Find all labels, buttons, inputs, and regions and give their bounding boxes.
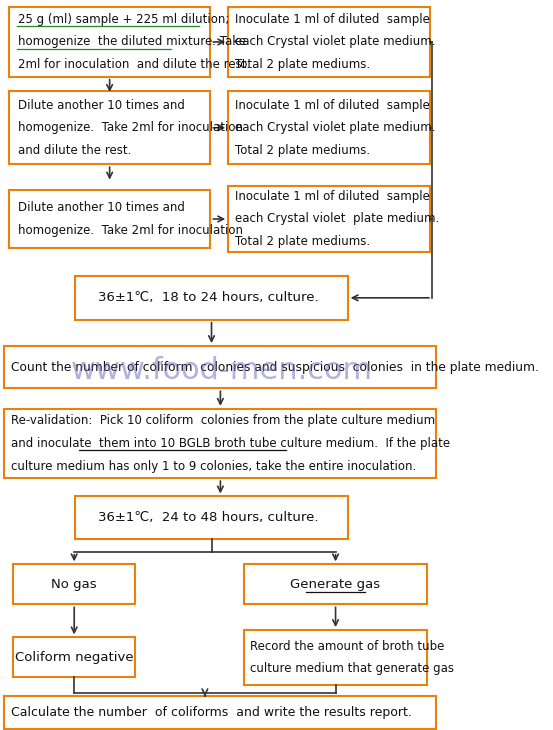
Text: culture medium that generate gas: culture medium that generate gas bbox=[251, 662, 454, 675]
Text: Total 2 plate mediums.: Total 2 plate mediums. bbox=[235, 235, 370, 248]
Text: Inoculate 1 ml of diluted  sample: Inoculate 1 ml of diluted sample bbox=[235, 99, 430, 112]
Text: Total 2 plate mediums.: Total 2 plate mediums. bbox=[235, 58, 370, 71]
Text: homogenize  the diluted mixture. Take: homogenize the diluted mixture. Take bbox=[18, 36, 246, 48]
FancyBboxPatch shape bbox=[9, 190, 211, 248]
Text: Inoculate 1 ml of diluted  sample: Inoculate 1 ml of diluted sample bbox=[235, 190, 430, 203]
FancyBboxPatch shape bbox=[9, 7, 211, 77]
Text: Coliform negative: Coliform negative bbox=[15, 651, 133, 664]
Text: Total 2 plate mediums.: Total 2 plate mediums. bbox=[235, 144, 370, 157]
FancyBboxPatch shape bbox=[75, 276, 348, 320]
FancyBboxPatch shape bbox=[9, 91, 211, 164]
FancyBboxPatch shape bbox=[75, 496, 348, 539]
Text: and dilute the rest.: and dilute the rest. bbox=[18, 144, 131, 157]
Text: No gas: No gas bbox=[51, 578, 97, 591]
Text: culture medium has only 1 to 9 colonies, take the entire inoculation.: culture medium has only 1 to 9 colonies,… bbox=[11, 460, 416, 472]
FancyBboxPatch shape bbox=[244, 630, 427, 685]
FancyBboxPatch shape bbox=[228, 91, 430, 164]
FancyBboxPatch shape bbox=[228, 186, 430, 252]
Text: Count the number of coliform  colonies and suspicious  colonies  in the plate me: Count the number of coliform colonies an… bbox=[11, 361, 539, 374]
Text: Dilute another 10 times and: Dilute another 10 times and bbox=[18, 99, 185, 112]
Text: www.food-men.com: www.food-men.com bbox=[70, 356, 373, 385]
Text: Calculate the number  of coliforms  and write the results report.: Calculate the number of coliforms and wr… bbox=[11, 706, 412, 719]
FancyBboxPatch shape bbox=[4, 346, 436, 388]
Text: 36±1℃,  24 to 48 hours, culture.: 36±1℃, 24 to 48 hours, culture. bbox=[98, 511, 319, 524]
Text: Generate gas: Generate gas bbox=[290, 578, 380, 591]
Text: 36±1℃,  18 to 24 hours, culture.: 36±1℃, 18 to 24 hours, culture. bbox=[98, 291, 319, 304]
Text: homogenize.  Take 2ml for inoculation: homogenize. Take 2ml for inoculation bbox=[18, 121, 243, 134]
Text: Inoculate 1 ml of diluted  sample: Inoculate 1 ml of diluted sample bbox=[235, 13, 430, 26]
Text: each Crystal violet plate medium.: each Crystal violet plate medium. bbox=[235, 121, 435, 134]
Text: each Crystal violet plate medium.: each Crystal violet plate medium. bbox=[235, 36, 435, 48]
FancyBboxPatch shape bbox=[4, 696, 436, 729]
Text: 25 g (ml) sample + 225 ml dilution;: 25 g (ml) sample + 225 ml dilution; bbox=[18, 13, 229, 26]
FancyBboxPatch shape bbox=[244, 564, 427, 604]
Text: Dilute another 10 times and: Dilute another 10 times and bbox=[18, 201, 185, 214]
Text: each Crystal violet  plate medium.: each Crystal violet plate medium. bbox=[235, 212, 439, 226]
Text: and inoculate  them into 10 BGLB broth tube culture medium.  If the plate: and inoculate them into 10 BGLB broth tu… bbox=[11, 437, 450, 450]
FancyBboxPatch shape bbox=[228, 7, 430, 77]
Text: Record the amount of broth tube: Record the amount of broth tube bbox=[251, 640, 445, 653]
Text: homogenize.  Take 2ml for inoculation: homogenize. Take 2ml for inoculation bbox=[18, 224, 243, 237]
FancyBboxPatch shape bbox=[4, 409, 436, 478]
FancyBboxPatch shape bbox=[13, 564, 135, 604]
Text: 2ml for inoculation  and dilute the rest.: 2ml for inoculation and dilute the rest. bbox=[18, 58, 250, 71]
Text: Re-validation:  Pick 10 coliform  colonies from the plate culture medium: Re-validation: Pick 10 coliform colonies… bbox=[11, 415, 435, 427]
FancyBboxPatch shape bbox=[13, 637, 135, 677]
